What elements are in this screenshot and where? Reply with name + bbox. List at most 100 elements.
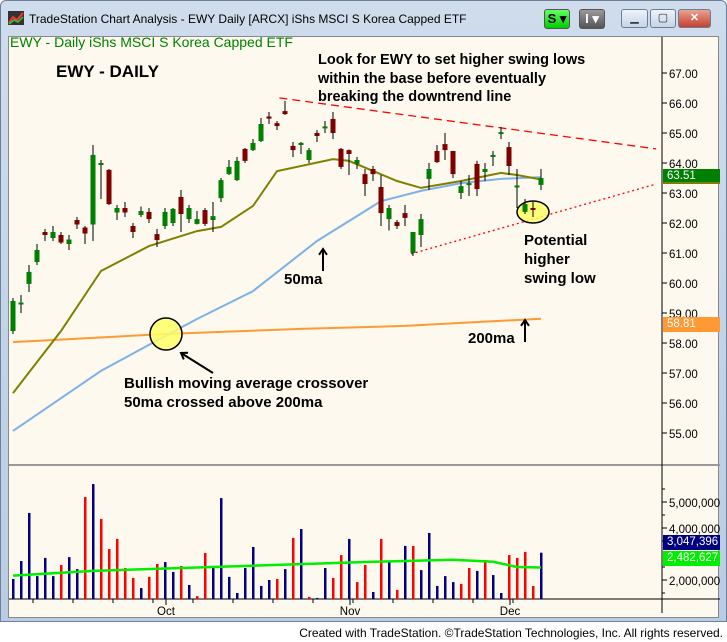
volume-bar [124, 568, 127, 599]
ma200-label: 200ma [468, 330, 515, 347]
candle-body [522, 204, 528, 212]
volume-bar [452, 582, 455, 599]
maximize-button[interactable]: ▢ [650, 9, 676, 28]
candle-body [514, 185, 520, 188]
volume-bar [268, 580, 271, 599]
price-tick-label: 60.00 [669, 279, 698, 291]
note-line: Look for EWY to set higher swing lows [318, 52, 586, 68]
minimize-button[interactable]: ▁ [621, 9, 648, 28]
volume-bar [68, 557, 71, 599]
title-bar[interactable]: TradeStation Chart Analysis - EWY Daily … [1, 1, 727, 35]
volume-bar [228, 576, 231, 599]
volume-bar [388, 561, 391, 599]
volume-bar [308, 596, 311, 599]
volume-bar [156, 563, 159, 599]
candle-body [402, 213, 408, 218]
candle-body [466, 183, 472, 186]
indicator-button[interactable]: I ▾ [579, 9, 605, 29]
candle-body [114, 208, 120, 213]
candle-body [250, 142, 256, 151]
crossover-arrow-icon-head [179, 351, 189, 360]
candle-body [18, 302, 24, 305]
volume-bar [132, 577, 135, 599]
volume-bar [52, 576, 55, 599]
price-tick-label: 57.00 [669, 369, 698, 381]
candle-body [474, 163, 480, 190]
candle-body [242, 148, 248, 161]
volume-bar [316, 597, 319, 599]
volume-bar [356, 582, 359, 599]
candle-body [434, 151, 440, 163]
volume-bar [180, 565, 183, 599]
candle-body [26, 271, 32, 284]
candle-body [42, 232, 48, 235]
volume-bar [292, 537, 295, 599]
crossover-highlight-circle [149, 317, 183, 351]
volume-bar [380, 538, 383, 599]
note-line: breaking the downtrend line [318, 89, 512, 105]
candle-body [298, 142, 304, 145]
ma200-value-label: 58.81 [663, 317, 720, 332]
candle-body [490, 154, 496, 157]
price-tick-label: 65.00 [669, 129, 698, 141]
candle-body [90, 154, 96, 225]
candle-body [122, 208, 128, 213]
chart-title-annotation: EWY - DAILY [56, 62, 159, 81]
candle-body [338, 148, 344, 167]
candle-body [234, 160, 240, 181]
candle-body [498, 132, 504, 135]
volume-bar [516, 557, 519, 599]
candle-body [34, 250, 40, 262]
strategy-button[interactable]: S ▾ [544, 9, 570, 29]
candle-body [322, 126, 328, 129]
candle-body [178, 196, 184, 214]
candle-body [506, 147, 512, 166]
candle-body [66, 239, 72, 244]
candle-body [82, 227, 88, 234]
volume-bar [276, 578, 279, 599]
candle-body [354, 160, 360, 164]
downtrend-line [279, 97, 657, 150]
candle-body [170, 208, 176, 223]
candle-body [266, 116, 272, 119]
volume-bar [404, 545, 407, 599]
price-tick-label: 64.00 [669, 159, 698, 171]
volume-bar [332, 577, 335, 599]
candle-body [138, 211, 144, 215]
candle-body [130, 226, 136, 232]
last-volume-label: 3,047,396 [663, 535, 720, 550]
candle-body [186, 208, 192, 220]
ma200-line [12, 317, 542, 344]
ma50-arrow-icon-head [318, 247, 328, 256]
volume-bar [460, 583, 463, 599]
volume-bar [76, 569, 79, 599]
candle-body [394, 222, 400, 226]
volume-bar [60, 564, 63, 599]
volume-bar [172, 571, 175, 599]
price-tick-label: 62.00 [669, 219, 698, 231]
volume-bar [164, 562, 167, 599]
volume-bar [204, 552, 207, 599]
note-line: within the base before eventually [318, 70, 547, 87]
volume-tick-label: 4,000,000 [669, 524, 720, 536]
volume-bar [340, 555, 343, 599]
volume-tick-label: 5,000,000 [669, 498, 720, 510]
crossover-arrow-icon [180, 352, 214, 374]
volume-bar [524, 551, 527, 599]
price-volume-chart[interactable]: 67.00 66.00 65.00 64.00 63.00 62.00 61.00 60.00… [9, 37, 720, 619]
chart-area[interactable]: 67.00 66.00 65.00 64.00 63.00 62.00 61.00 60.00… [8, 36, 720, 619]
candle-body [74, 220, 80, 225]
candle-body [194, 219, 200, 224]
candle-body [530, 208, 536, 210]
volume-bar [140, 588, 143, 599]
price-tick-label: 66.00 [669, 99, 698, 111]
close-button[interactable]: ✕ [678, 9, 711, 28]
candle-body [154, 234, 160, 241]
month-label: Oct [157, 606, 176, 618]
candle-body [386, 208, 392, 220]
volume-average-label: 2,482,627 [663, 551, 720, 566]
candle-body [146, 211, 152, 220]
note-annotation: Look for EWY to set higher swing lows wi… [318, 51, 585, 107]
volume-bar [372, 591, 375, 599]
candle-body [218, 180, 224, 199]
